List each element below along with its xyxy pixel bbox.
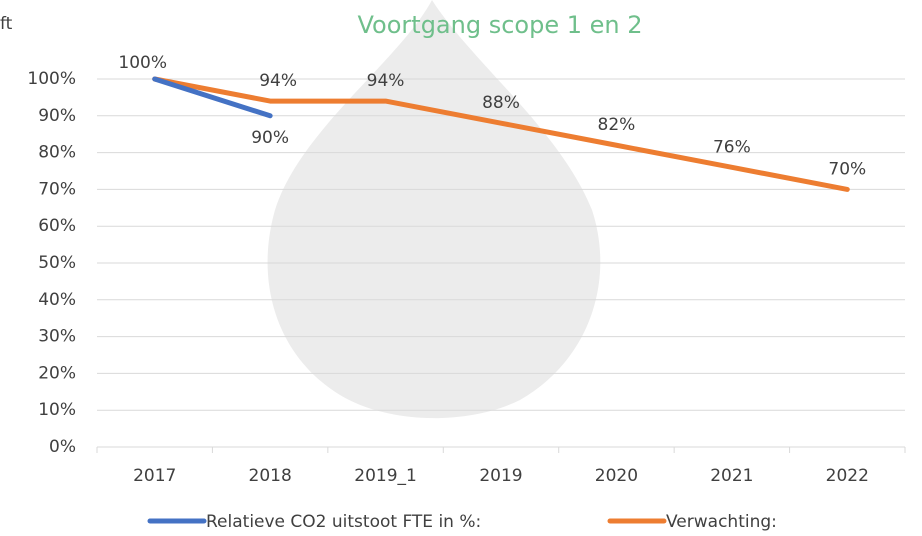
chart: Voortgang scope 1 en 2 ft 100% 90% 94% 94% 8…	[0, 0, 922, 536]
y-tick-label: 80%	[38, 143, 76, 163]
data-label: 90%	[251, 128, 289, 148]
legend-label: Verwachting:	[666, 512, 777, 532]
annotation: ft	[0, 14, 13, 34]
y-tick-label: 100%	[27, 69, 76, 89]
y-tick-label: 70%	[38, 179, 76, 199]
data-label: 94%	[367, 71, 405, 91]
data-label: 88%	[482, 93, 520, 113]
data-label: 70%	[828, 159, 866, 179]
x-tick-label: 2019_1	[354, 466, 417, 486]
data-label: 100%	[118, 53, 167, 73]
y-tick-label: 90%	[38, 106, 76, 126]
y-tick-label: 60%	[38, 216, 76, 236]
x-tick-label: 2020	[595, 466, 638, 486]
data-label: 94%	[259, 71, 297, 91]
y-tick-label: 10%	[38, 400, 76, 420]
x-tick-label: 2021	[710, 466, 753, 486]
legend-label: Relatieve CO2 uitstoot FTE in %:	[206, 512, 481, 532]
chart-title: Voortgang scope 1 en 2	[358, 11, 643, 39]
y-tick-label: 20%	[38, 363, 76, 383]
data-label: 76%	[713, 137, 751, 157]
data-label: 82%	[598, 115, 636, 135]
x-tick-label: 2017	[133, 466, 176, 486]
y-tick-label: 30%	[38, 327, 76, 347]
y-tick-label: 0%	[49, 437, 76, 457]
y-tick-label: 40%	[38, 290, 76, 310]
x-tick-label: 2019	[479, 466, 522, 486]
background-drop	[268, 0, 601, 418]
page: {"chart_data": { "type": "line", "title"…	[0, 0, 922, 536]
y-tick-label: 50%	[38, 253, 76, 273]
x-tick-label: 2022	[826, 466, 869, 486]
x-tick-label: 2018	[249, 466, 292, 486]
